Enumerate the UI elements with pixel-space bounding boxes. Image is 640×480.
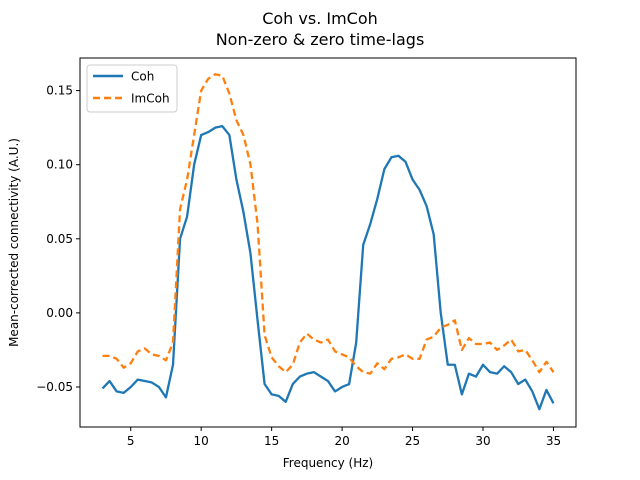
y-axis-label: Mean-corrected connectivity (A.U.): [7, 138, 21, 347]
x-tick-label: 5: [127, 434, 135, 448]
y-tick-label: 0.10: [46, 158, 73, 172]
chart-title: Coh vs. ImCoh: [262, 9, 378, 28]
y-tick-label: −0.05: [36, 380, 73, 394]
legend-label-coh: Coh: [131, 70, 154, 84]
series-layer: [101, 73, 555, 411]
x-tick-label: 30: [475, 434, 490, 448]
chart-subtitle: Non-zero & zero time-lags: [216, 30, 425, 49]
y-tick-label: 0.05: [46, 232, 73, 246]
series-line-coh: [101, 125, 555, 411]
series-line-imcoh: [102, 73, 555, 375]
y-tick-label: 0.00: [46, 306, 73, 320]
y-tick-label: 0.15: [46, 84, 73, 98]
x-tick-label: 15: [264, 434, 279, 448]
plot-area-frame: [79, 57, 577, 428]
legend: Coh ImCoh: [86, 64, 178, 113]
x-tick-label: 10: [194, 434, 209, 448]
tick-layer: 5 10 15 20 25 30 35 −0.05 0.00 0.05 0.10 0.15: [36, 84, 561, 448]
x-axis-label: Frequency (Hz): [283, 456, 374, 470]
legend-label-imcoh: ImCoh: [131, 92, 170, 106]
x-tick-label: 25: [405, 434, 420, 448]
x-tick-label: 20: [334, 434, 349, 448]
x-tick-label: 35: [546, 434, 561, 448]
